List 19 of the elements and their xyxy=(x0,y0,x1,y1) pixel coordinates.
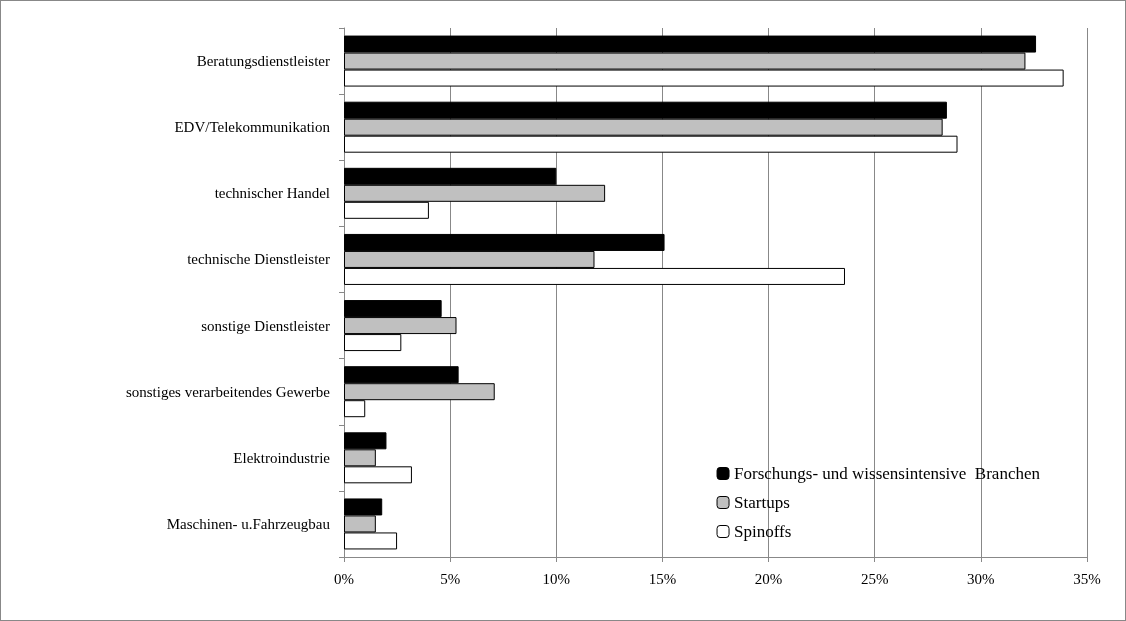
y-tick-label: Beratungsdienstleister xyxy=(196,53,330,70)
x-tick-label: 10% xyxy=(542,570,571,587)
x-tick-label: 35% xyxy=(1073,570,1101,587)
legend-label: Spinoffs xyxy=(734,522,792,541)
x-tick-label: 20% xyxy=(754,570,783,587)
x-tick-label: 0% xyxy=(334,570,354,587)
x-tick-label: 5% xyxy=(440,570,461,587)
legend-label: Forschungs- und wissensintensive Branchen xyxy=(734,464,1041,483)
y-tick-label: sonstige Dienstleister xyxy=(201,317,330,334)
x-tick-label: 15% xyxy=(648,570,677,587)
x-tick-label: 30% xyxy=(967,570,995,587)
legend-label: Startups xyxy=(734,493,790,512)
y-tick-label: Maschinen- u.Fahrzeugbau xyxy=(166,515,331,532)
y-tick-label: technischer Handel xyxy=(214,185,330,202)
y-tick-label: Elektroindustrie xyxy=(233,449,331,466)
y-tick-label: technische Dienstleister xyxy=(187,251,330,268)
y-tick-label: sonstiges verarbeitendes Gewerbe xyxy=(125,383,331,400)
x-tick-label: 25% xyxy=(860,570,889,587)
y-tick-label: EDV/Telekommunikation xyxy=(174,119,331,136)
